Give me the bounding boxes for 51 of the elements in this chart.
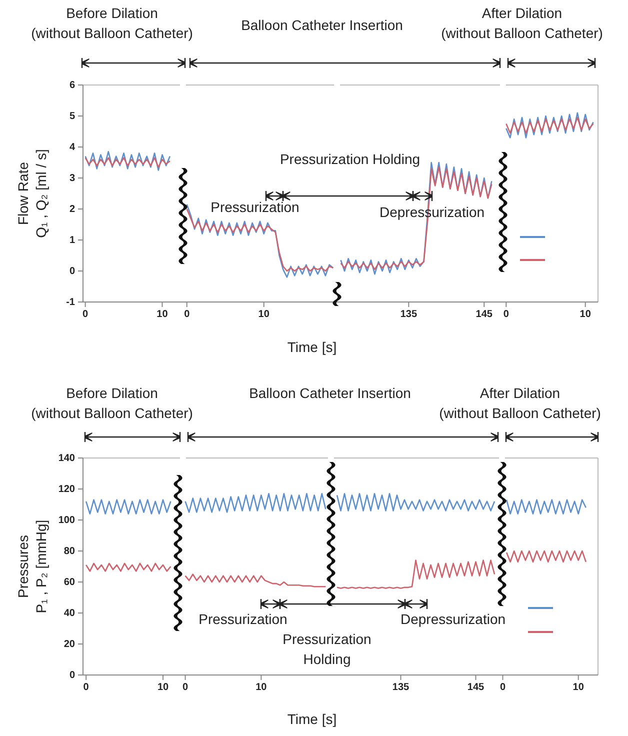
y-tick-label: 5 [69,111,76,122]
y-tick-label: -1 [66,297,76,308]
x-tick-label: 0 [500,682,506,694]
y-tick-label: 6 [69,80,76,92]
y-tick-label: 80 [64,546,76,558]
x-tick-label: 135 [400,309,418,320]
line-series [84,157,171,168]
y-axis-title: Pressures P₁ , P₂ [mmHg] [15,520,49,614]
y-tick-label: 2 [69,204,76,216]
y-tick-label: 100 [58,515,76,526]
x-tick-label: 10 [157,682,169,694]
y-tick-label: 20 [64,639,76,650]
x-tick-label: 10 [572,682,584,694]
text: Balloon Catheter Insertion [241,17,403,33]
x-tick-label: 0 [184,309,190,320]
y-axis-title: Flow Rate Q₁ , Q₂ [ml / s] [15,149,49,238]
y-tick-label: 140 [58,453,76,464]
line-series [84,151,171,171]
x-tick-label: 0 [182,682,188,694]
x-tick-label: 10 [156,309,168,320]
line-series [85,562,172,572]
x-axis-title: Time [s] [287,339,337,355]
x-tick-label: 0 [503,309,510,320]
y-tick-label: 60 [64,577,76,588]
x-tick-label: 0 [82,309,89,320]
x-tick-label: 10 [580,309,592,320]
text: Before Dilation (without Balloon Catheter) [31,385,193,421]
text: Balloon Catheter Insertion [249,385,411,401]
y-tick-label: 120 [58,484,76,496]
text: Before Dilation (without Balloon Catheter) [31,5,193,41]
y-tick-label: 4 [69,142,76,154]
x-axis-title: Time [s] [287,711,337,727]
y-tick-label: 3 [69,173,76,184]
y-tick-label: 0 [69,670,76,682]
x-tick-label: 145 [467,682,485,694]
annotation: Pressurization Holding [280,151,420,167]
annotation: Depressurization [400,611,506,627]
line-series [85,499,172,514]
y-tick-label: 40 [64,608,76,620]
y-tick-label: 1 [69,235,76,246]
annotation: Pressurization Holding [282,631,372,667]
x-tick-label: 135 [392,682,410,694]
y-tick-label: 0 [69,266,76,278]
text: After Dilation (without Balloon Catheter) [441,5,603,41]
x-tick-label: 0 [83,682,90,694]
x-tick-label: 145 [476,309,493,320]
annotation: Pressurization [210,199,300,215]
x-tick-label: 10 [256,682,268,694]
annotation: Pressurization [198,611,288,627]
text: After Dilation (without Balloon Catheter) [439,385,601,421]
x-tick-label: 10 [258,309,270,320]
